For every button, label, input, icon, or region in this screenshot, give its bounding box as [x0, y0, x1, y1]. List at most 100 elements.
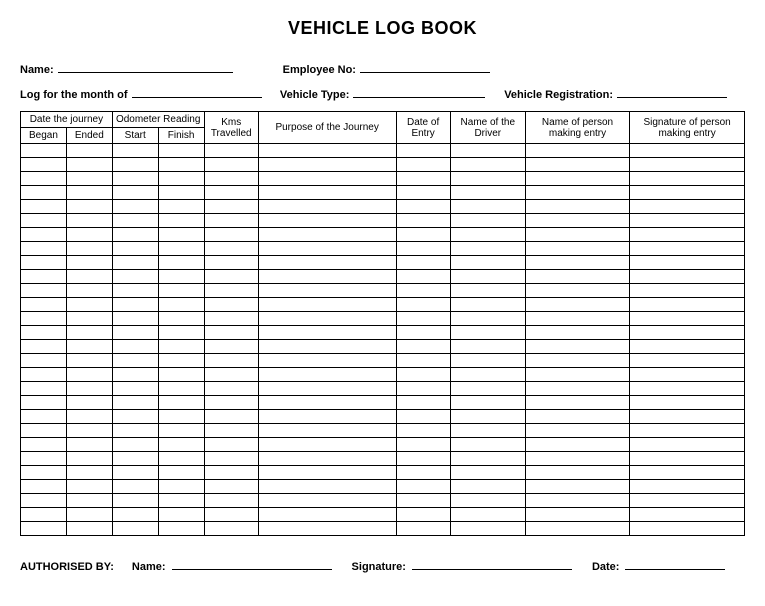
table-cell[interactable] [450, 396, 525, 410]
table-cell[interactable] [450, 186, 525, 200]
table-cell[interactable] [630, 200, 745, 214]
table-cell[interactable] [450, 410, 525, 424]
table-cell[interactable] [258, 494, 396, 508]
footer-name-input-line[interactable] [172, 558, 332, 570]
table-cell[interactable] [21, 452, 67, 466]
table-cell[interactable] [204, 158, 258, 172]
table-cell[interactable] [630, 452, 745, 466]
table-cell[interactable] [450, 522, 525, 536]
table-cell[interactable] [112, 270, 158, 284]
table-cell[interactable] [66, 158, 112, 172]
table-cell[interactable] [258, 326, 396, 340]
table-cell[interactable] [525, 270, 629, 284]
table-cell[interactable] [525, 144, 629, 158]
table-cell[interactable] [204, 410, 258, 424]
vehicle-type-input-line[interactable] [353, 86, 485, 98]
table-cell[interactable] [450, 256, 525, 270]
table-cell[interactable] [204, 438, 258, 452]
table-cell[interactable] [396, 508, 450, 522]
table-cell[interactable] [204, 242, 258, 256]
table-cell[interactable] [66, 382, 112, 396]
table-cell[interactable] [450, 438, 525, 452]
table-cell[interactable] [204, 214, 258, 228]
table-cell[interactable] [258, 508, 396, 522]
table-cell[interactable] [258, 424, 396, 438]
table-cell[interactable] [66, 494, 112, 508]
table-cell[interactable] [66, 270, 112, 284]
table-cell[interactable] [158, 438, 204, 452]
table-cell[interactable] [396, 186, 450, 200]
table-cell[interactable] [158, 158, 204, 172]
table-cell[interactable] [66, 186, 112, 200]
table-cell[interactable] [204, 522, 258, 536]
table-cell[interactable] [396, 200, 450, 214]
table-cell[interactable] [525, 214, 629, 228]
table-cell[interactable] [396, 382, 450, 396]
table-cell[interactable] [258, 522, 396, 536]
table-cell[interactable] [450, 508, 525, 522]
table-cell[interactable] [525, 368, 629, 382]
table-cell[interactable] [396, 284, 450, 298]
table-cell[interactable] [396, 396, 450, 410]
table-cell[interactable] [450, 200, 525, 214]
table-cell[interactable] [112, 200, 158, 214]
table-cell[interactable] [66, 452, 112, 466]
table-cell[interactable] [450, 480, 525, 494]
table-cell[interactable] [21, 480, 67, 494]
table-cell[interactable] [21, 144, 67, 158]
table-cell[interactable] [450, 326, 525, 340]
table-cell[interactable] [66, 480, 112, 494]
table-cell[interactable] [204, 298, 258, 312]
table-cell[interactable] [204, 312, 258, 326]
table-cell[interactable] [21, 508, 67, 522]
table-cell[interactable] [21, 242, 67, 256]
table-cell[interactable] [158, 214, 204, 228]
table-cell[interactable] [630, 368, 745, 382]
table-cell[interactable] [112, 340, 158, 354]
table-cell[interactable] [21, 354, 67, 368]
table-cell[interactable] [158, 242, 204, 256]
table-cell[interactable] [204, 494, 258, 508]
table-cell[interactable] [112, 452, 158, 466]
table-cell[interactable] [450, 354, 525, 368]
table-cell[interactable] [158, 466, 204, 480]
table-cell[interactable] [630, 494, 745, 508]
table-cell[interactable] [204, 228, 258, 242]
table-cell[interactable] [158, 410, 204, 424]
table-cell[interactable] [158, 340, 204, 354]
table-cell[interactable] [258, 242, 396, 256]
table-cell[interactable] [66, 256, 112, 270]
vehicle-reg-input-line[interactable] [617, 86, 727, 98]
table-cell[interactable] [158, 186, 204, 200]
table-cell[interactable] [525, 186, 629, 200]
table-cell[interactable] [525, 200, 629, 214]
table-cell[interactable] [396, 480, 450, 494]
table-cell[interactable] [21, 298, 67, 312]
table-cell[interactable] [66, 508, 112, 522]
table-cell[interactable] [112, 242, 158, 256]
table-cell[interactable] [396, 340, 450, 354]
table-cell[interactable] [66, 368, 112, 382]
table-cell[interactable] [21, 424, 67, 438]
table-cell[interactable] [66, 214, 112, 228]
table-cell[interactable] [630, 438, 745, 452]
table-cell[interactable] [396, 424, 450, 438]
table-cell[interactable] [450, 382, 525, 396]
table-cell[interactable] [66, 522, 112, 536]
table-cell[interactable] [396, 242, 450, 256]
table-cell[interactable] [112, 480, 158, 494]
table-cell[interactable] [396, 312, 450, 326]
table-cell[interactable] [258, 340, 396, 354]
table-cell[interactable] [112, 256, 158, 270]
table-cell[interactable] [525, 298, 629, 312]
table-cell[interactable] [450, 214, 525, 228]
table-cell[interactable] [630, 424, 745, 438]
table-cell[interactable] [66, 284, 112, 298]
table-cell[interactable] [630, 326, 745, 340]
table-cell[interactable] [66, 466, 112, 480]
table-cell[interactable] [204, 452, 258, 466]
table-cell[interactable] [525, 158, 629, 172]
table-cell[interactable] [158, 284, 204, 298]
table-cell[interactable] [525, 424, 629, 438]
table-cell[interactable] [112, 326, 158, 340]
